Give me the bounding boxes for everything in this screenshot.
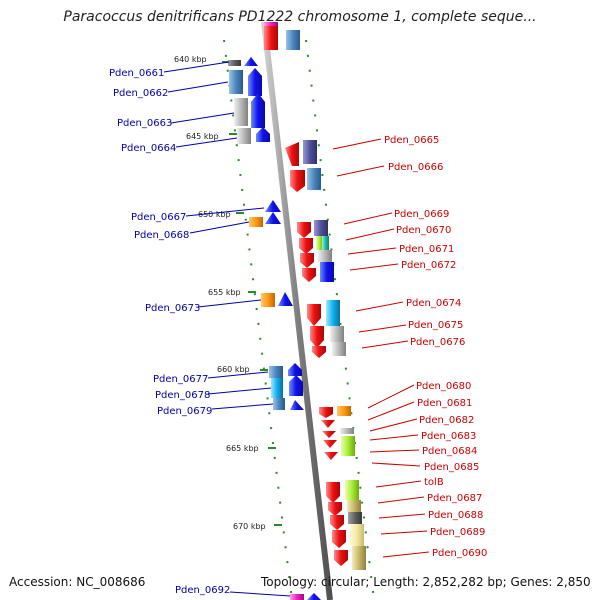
- gene-name: Pden_0690: [432, 548, 487, 559]
- gene-name: Pden_0662: [113, 88, 168, 99]
- dna-backbone: [261, 21, 333, 600]
- gene-name: Pden_0679: [157, 406, 212, 417]
- gene-label: Pden_0687: [377, 493, 482, 504]
- gene-features-top: [264, 22, 300, 50]
- gene-name: Pden_0665: [384, 135, 439, 146]
- gene-label: Pden_0690: [382, 548, 487, 559]
- gene-label: Pden_0672: [349, 260, 456, 271]
- gene-name: Pden_0674: [406, 298, 461, 309]
- gene-label: Pden_0666: [336, 162, 443, 177]
- gene-label: Pden_0664: [121, 137, 238, 154]
- gene-name: Pden_0689: [430, 527, 485, 538]
- forward-gene-labels: Pden_0661 Pden_0662 Pden_0663 Pden_0664 …: [109, 61, 291, 597]
- gene-label: Pden_0683: [369, 431, 476, 442]
- kbp-label: 670 kbp: [233, 522, 266, 531]
- gene-label: tolB: [375, 477, 444, 488]
- gene-label: Pden_0661: [109, 61, 230, 79]
- kbp-label: 650 kbp: [198, 210, 231, 219]
- gene-name: Pden_0692: [175, 585, 230, 596]
- gene-name: Pden_0675: [408, 320, 463, 331]
- gene-name: Pden_0668: [134, 230, 189, 241]
- gene-label: Pden_0669: [343, 209, 449, 225]
- gene-name: Pden_0678: [155, 390, 210, 401]
- gene-name: Pden_0673: [145, 303, 200, 314]
- gene-name: Pden_0666: [388, 162, 443, 173]
- kbp-marker: 665 kbp: [226, 444, 276, 453]
- gene-name: Pden_0676: [410, 337, 465, 348]
- gene-label: Pden_0682: [369, 415, 474, 432]
- gene-label: Pden_0676: [361, 337, 465, 349]
- gene-name: Pden_0688: [428, 510, 483, 521]
- gene-name: Pden_0670: [396, 225, 451, 236]
- forward-genes: [228, 57, 321, 600]
- gene-name: Pden_0664: [121, 143, 176, 154]
- gene-name: Pden_0682: [419, 415, 474, 426]
- gene-label: Pden_0679: [157, 403, 274, 417]
- gene-label: Pden_0681: [367, 398, 472, 421]
- gene-name: Pden_0661: [109, 68, 164, 79]
- gene-name: Pden_0683: [421, 431, 476, 442]
- kbp-label: 640 kbp: [174, 55, 207, 64]
- gene-label: Pden_0678: [155, 387, 272, 401]
- gene-name: Pden_0672: [401, 260, 456, 271]
- gene-label: Pden_0671: [347, 244, 454, 255]
- gene-name: Pden_0685: [424, 462, 479, 473]
- gene-label: Pden_0692: [175, 585, 291, 597]
- gene-name: Pden_0687: [427, 493, 482, 504]
- gene-label: Pden_0685: [371, 462, 479, 473]
- gene-label: Pden_0673: [145, 299, 262, 314]
- kbp-label: 665 kbp: [226, 444, 259, 453]
- gene-label: Pden_0688: [378, 510, 483, 521]
- gene-label: Pden_0675: [358, 320, 463, 333]
- kbp-marker: 660 kbp: [217, 365, 268, 374]
- kbp-label: 655 kbp: [208, 288, 241, 297]
- reverse-genes: [285, 140, 366, 570]
- gene-name: Pden_0671: [399, 244, 454, 255]
- kbp-label: 645 kbp: [186, 132, 219, 141]
- gene-name: Pden_0677: [153, 374, 208, 385]
- gene-label: Pden_0662: [113, 81, 229, 99]
- gene-label: Pden_0667: [131, 207, 265, 223]
- gene-name: Pden_0663: [117, 118, 172, 129]
- gene-label: Pden_0680: [367, 381, 471, 409]
- gene-label: Pden_0677: [153, 371, 269, 385]
- genome-summary: Topology: circular; Length: 2,852,282 bp…: [261, 575, 591, 589]
- gene-label: Pden_0670: [345, 225, 451, 241]
- kbp-markers: 640 kbp 645 kbp 650 kbp 655 kbp 660 kbp …: [174, 55, 282, 531]
- gene-name: Pden_0681: [417, 398, 472, 409]
- gene-name: tolB: [424, 477, 444, 488]
- gene-label: Pden_0674: [355, 298, 461, 312]
- gene-name: Pden_0684: [422, 446, 477, 457]
- kbp-marker: 645 kbp: [186, 132, 237, 141]
- kbp-label: 660 kbp: [217, 365, 250, 374]
- map-title: Paracoccus denitrificans PD1222 chromoso…: [63, 9, 537, 25]
- accession-info: Accession: NC_008686: [9, 575, 146, 589]
- kbp-marker: 670 kbp: [233, 522, 282, 531]
- gene-name: Pden_0667: [131, 212, 186, 223]
- gene-label: Pden_0668: [134, 221, 250, 241]
- gene-name: Pden_0680: [416, 381, 471, 392]
- gene-label: Pden_0663: [117, 112, 235, 129]
- gene-label: Pden_0665: [332, 135, 439, 150]
- gene-label: Pden_0684: [369, 446, 477, 457]
- reverse-gene-labels: Pden_0665 Pden_0666 Pden_0669 Pden_0670 …: [332, 135, 487, 559]
- kbp-marker: 655 kbp: [208, 288, 256, 297]
- gene-label: Pden_0689: [380, 527, 485, 538]
- gene-name: Pden_0669: [394, 209, 449, 220]
- kbp-marker: 650 kbp: [198, 210, 244, 219]
